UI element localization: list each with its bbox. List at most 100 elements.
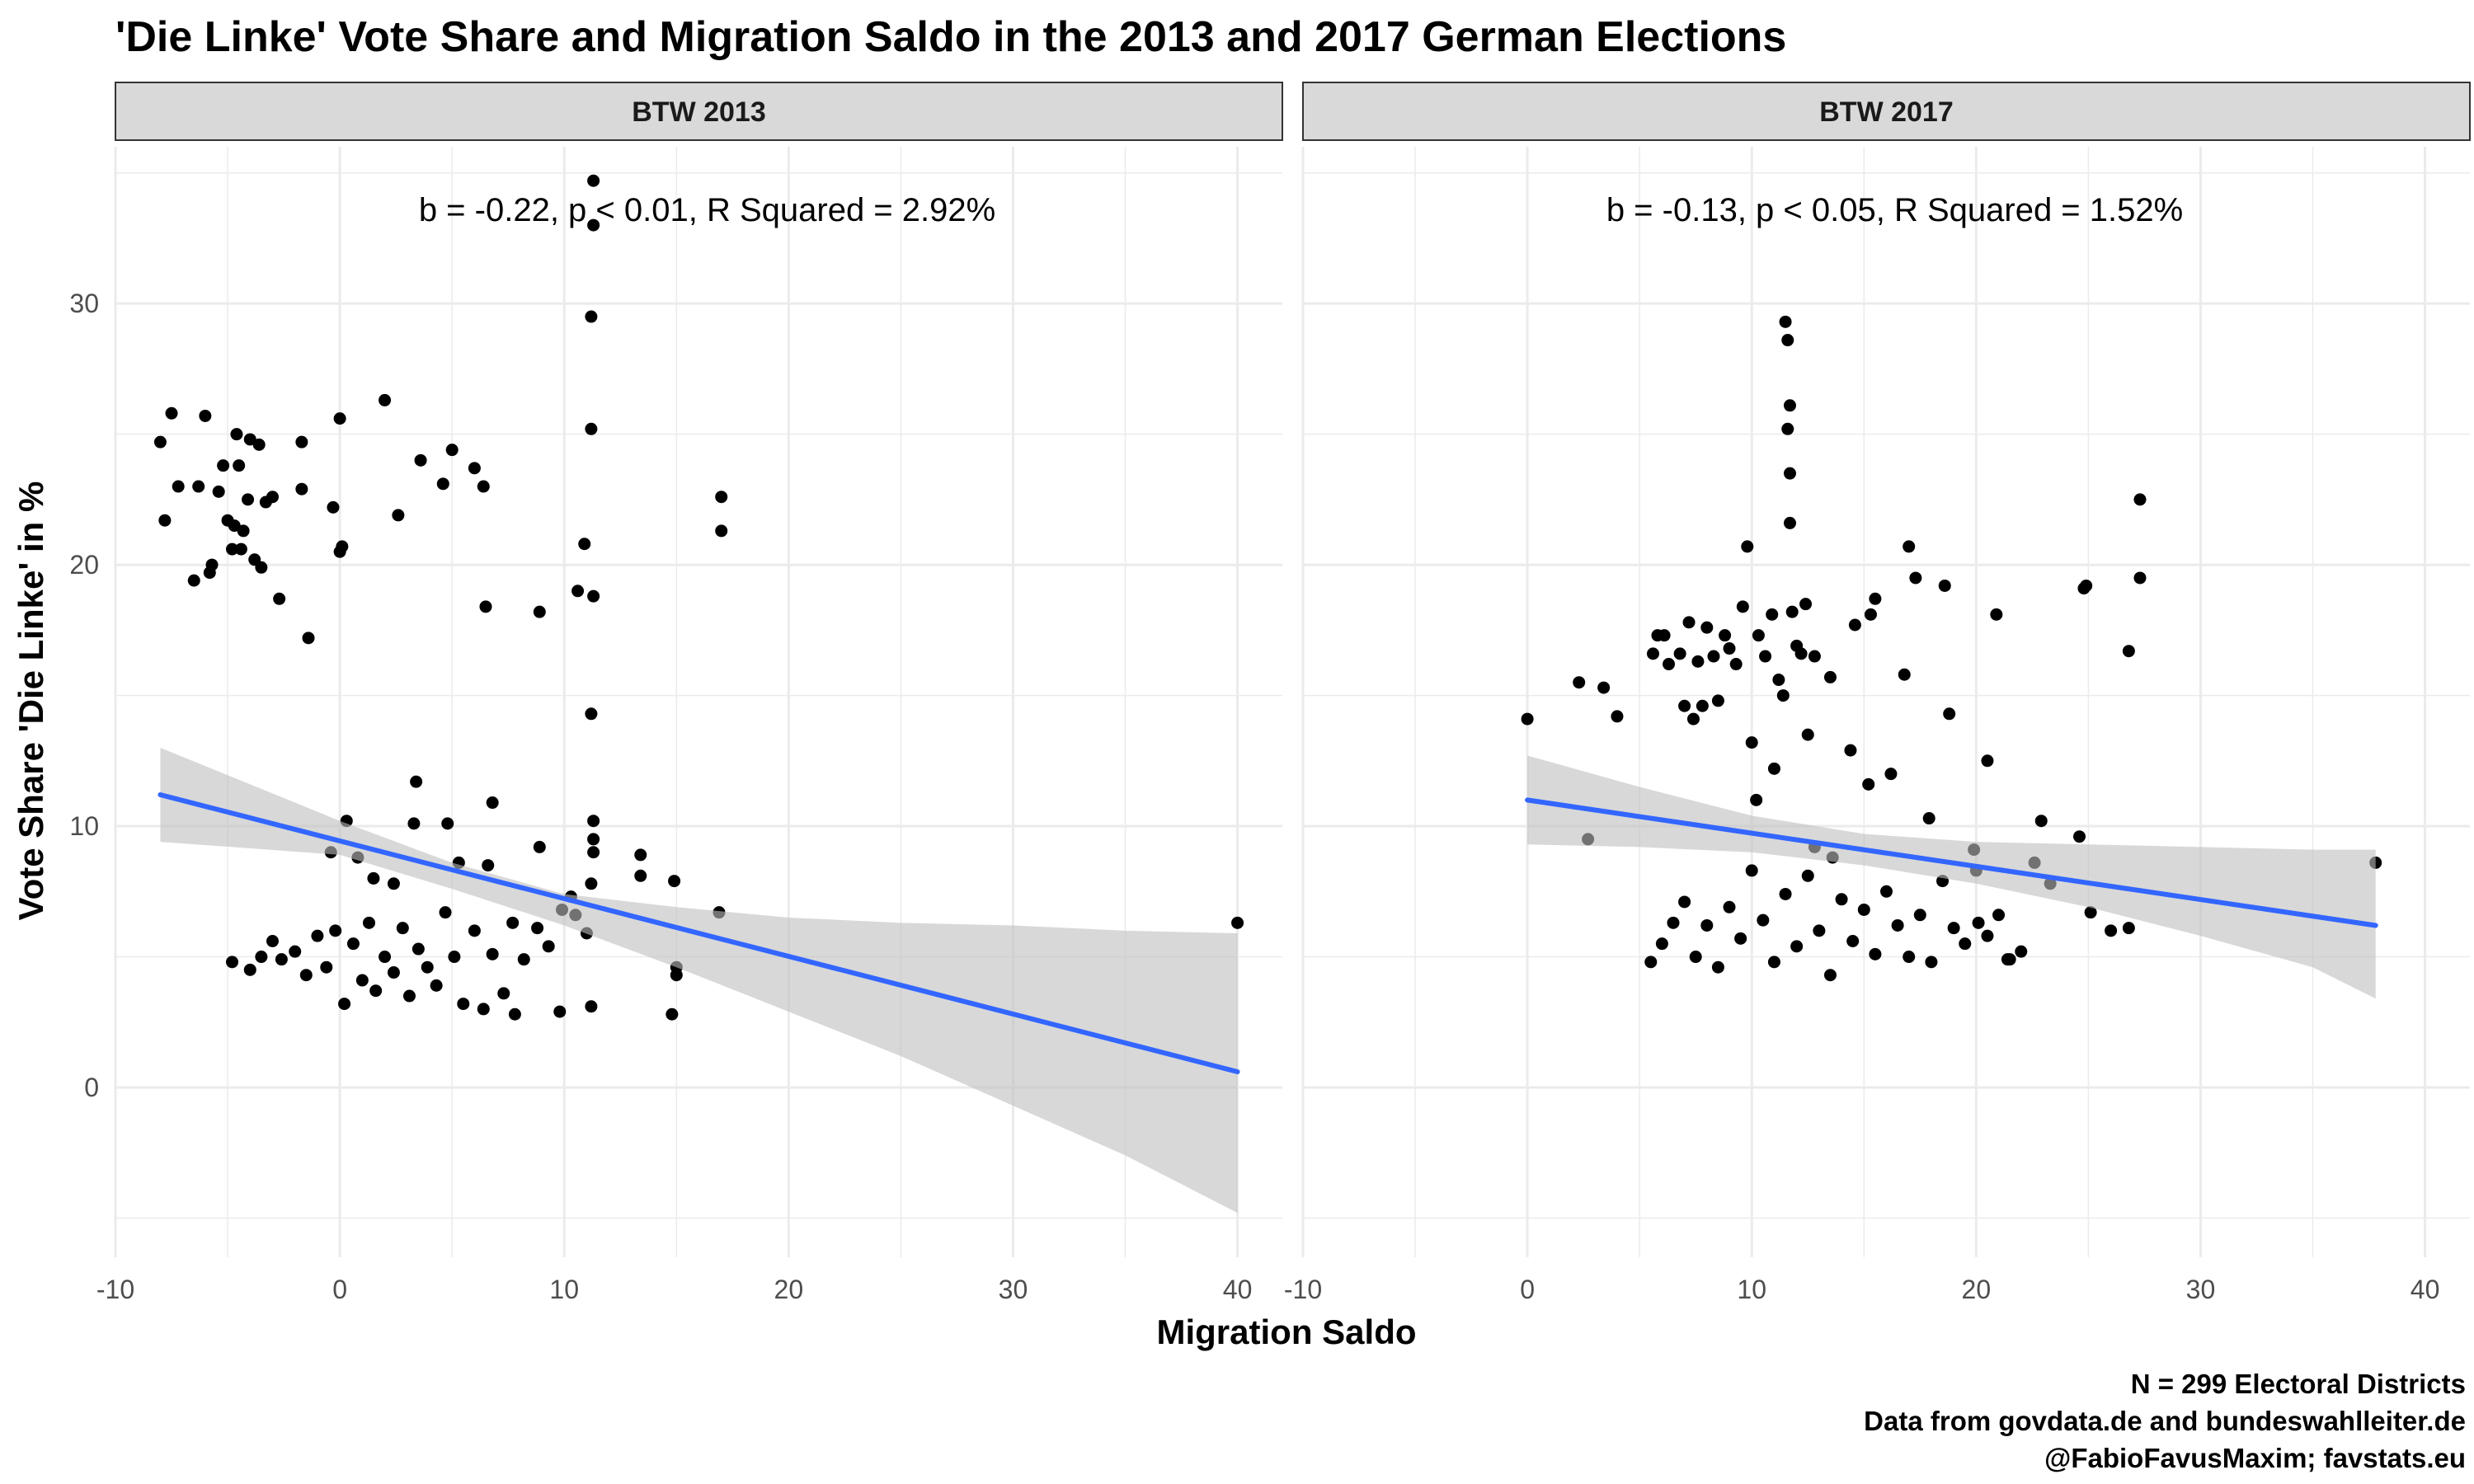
data-point [585, 422, 598, 435]
y-tick-label: 0 [84, 1073, 99, 1102]
data-point [1691, 655, 1705, 668]
data-point [327, 500, 340, 514]
data-point [2080, 579, 2093, 592]
data-point [299, 969, 313, 982]
data-point [585, 1000, 598, 1013]
data-point [1943, 707, 1956, 721]
x-tick-label: 20 [1962, 1275, 1992, 1304]
regression-line [158, 792, 1240, 1074]
data-point [670, 969, 683, 982]
data-point [311, 929, 324, 942]
panel-btw-2013: BTW 2013 b = -0.22, p < 0.01, R Squared =… [69, 82, 1283, 1304]
data-point [585, 877, 598, 890]
data-point [252, 438, 266, 451]
data-point [1869, 947, 1882, 960]
data-point [1767, 956, 1780, 969]
data-point [571, 585, 585, 598]
data-point [1884, 768, 1898, 781]
data-point [1776, 689, 1790, 702]
data-point [1959, 937, 1972, 951]
data-point [1766, 608, 1779, 621]
data-point [1745, 864, 1758, 877]
data-point [226, 542, 238, 556]
data-point [234, 542, 247, 556]
data-point [468, 924, 481, 937]
data-point [1790, 940, 1804, 953]
data-point [1658, 629, 1671, 642]
data-point [445, 444, 459, 457]
data-point [295, 482, 308, 495]
data-point [387, 877, 400, 890]
data-point [421, 960, 434, 974]
data-point [1678, 895, 1691, 909]
data-point [338, 998, 351, 1011]
data-point [1785, 605, 1799, 618]
data-point [2122, 645, 2135, 658]
data-point [1779, 315, 1792, 328]
data-point [1752, 629, 1765, 642]
data-point [172, 480, 185, 493]
data-point [1757, 913, 1770, 927]
data-point [1794, 647, 1808, 660]
data-point [468, 462, 481, 475]
data-point [266, 935, 279, 948]
data-point [479, 600, 492, 613]
data-point [369, 984, 383, 998]
data-point [1647, 647, 1659, 660]
chart-panels: BTW 2013 b = -0.22, p < 0.01, R Squared =… [69, 82, 2471, 1304]
data-point [1723, 642, 1736, 655]
x-tick-label: 40 [2411, 1275, 2440, 1304]
data-point [1663, 658, 1676, 671]
data-point [1719, 629, 1732, 642]
data-point [379, 393, 392, 406]
data-point [1898, 668, 1911, 681]
data-point [1711, 960, 1724, 974]
data-point [217, 459, 230, 472]
data-point [392, 509, 405, 522]
data-point [367, 871, 380, 885]
data-point [1767, 762, 1780, 775]
data-point [1922, 812, 1935, 825]
data-point [255, 951, 268, 964]
data-point [1925, 956, 1938, 969]
data-point [1857, 903, 1870, 916]
data-point [233, 459, 246, 472]
data-point [1848, 618, 1861, 632]
data-point [266, 491, 279, 504]
data-point [237, 524, 250, 538]
data-point [578, 538, 591, 551]
y-axis-label: Vote Share 'Die Linke' in % [12, 481, 50, 921]
data-point [1808, 650, 1821, 663]
data-point [1880, 885, 1893, 898]
panel-btw-2017: BTW 2017 b = -0.13, p < 0.05, R Squared =… [1284, 82, 2471, 1304]
data-point [2015, 945, 2028, 958]
data-point [1772, 674, 1785, 687]
data-point [2122, 922, 2135, 935]
data-point [486, 947, 499, 960]
regression-line [1525, 797, 2378, 928]
data-point [212, 485, 225, 498]
data-point [587, 815, 600, 828]
data-point [482, 859, 495, 872]
data-point [553, 1005, 567, 1018]
data-point [531, 922, 544, 935]
data-point [165, 406, 178, 420]
data-point [587, 589, 600, 603]
data-point [1972, 916, 1985, 929]
data-point [192, 480, 205, 493]
data-point [273, 592, 286, 605]
data-point [430, 979, 443, 992]
data-point [1682, 616, 1696, 629]
data-point [508, 1007, 521, 1021]
data-point [295, 435, 308, 448]
data-point [410, 775, 423, 788]
data-point [1913, 909, 1926, 922]
data-point [1990, 608, 2003, 621]
data-point [1823, 969, 1837, 982]
data-point [715, 524, 728, 538]
data-point [187, 574, 200, 587]
data-point [1686, 712, 1700, 726]
data-point [439, 906, 452, 919]
data-point [506, 916, 520, 929]
data-point [205, 558, 219, 571]
